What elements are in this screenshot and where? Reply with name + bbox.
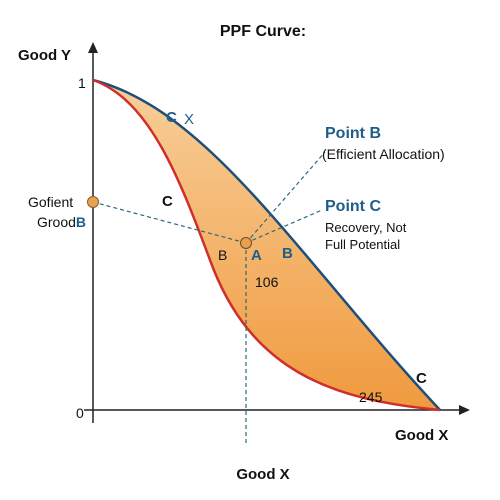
dash-to-point-b [245,151,326,244]
point-c-desc-line2: Full Potential [325,237,400,252]
label-c-outer: C [166,109,177,126]
left-point-line2-text: Grood [37,214,76,230]
chart-title: PPF Curve: [220,23,306,40]
shaded-region [93,80,440,410]
left-point-suffix: B [76,214,86,230]
origin-label: 0 [76,405,84,421]
point-b-desc: (Efficient Allocation) [322,146,445,162]
point-c-desc-line1: Recovery, Not [325,220,407,235]
y-tick-top: 1 [78,75,86,91]
label-c-bottom: C [416,370,427,387]
point-c-title: Point C [325,198,381,215]
left-point-line1: Gofient [28,194,73,210]
point-b-title: Point B [325,125,381,142]
left-point-line2: GroodB [37,214,86,230]
x-axis-label-right: Good X [395,427,448,444]
x-axis-label-bottom: Good X [236,466,289,483]
y-axis-label: Good Y [18,47,71,64]
inner-ppf-curve [92,78,441,412]
value-245: 245 [359,389,383,405]
label-a: A [251,247,262,264]
dash-horizontal [92,201,247,244]
label-b-right: B [282,245,293,262]
point-a-marker [240,237,252,249]
x-axis-arrow [459,405,470,415]
y-axis-arrow [88,42,98,53]
label-c-inner: C [162,193,173,210]
label-b-left: B [218,247,227,263]
outer-ppf-curve [92,78,441,411]
label-x-outer: X [184,111,194,128]
value-106: 106 [255,274,279,290]
left-axis-point [87,196,99,208]
